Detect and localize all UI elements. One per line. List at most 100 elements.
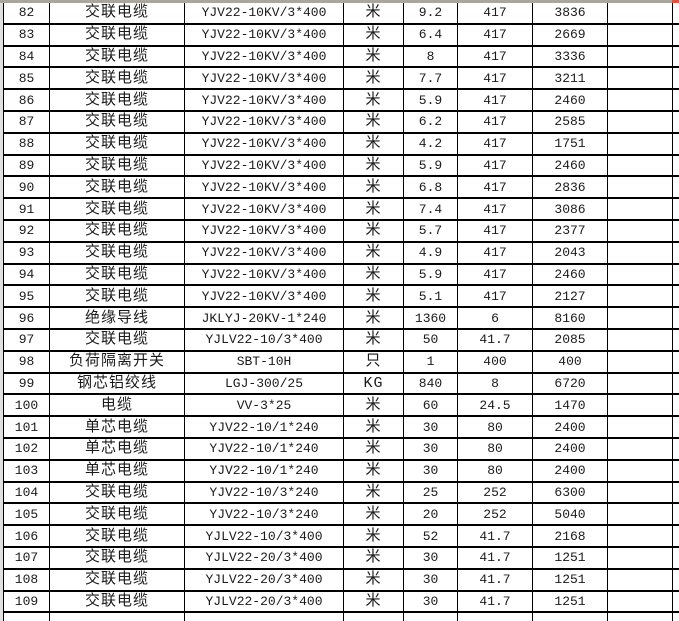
cell-unit: 米 (344, 504, 404, 527)
cell-total: 5040 (533, 504, 608, 527)
cell-unit-price: 417 (458, 220, 533, 243)
cell-unit: 米 (344, 547, 404, 570)
cell-blank (608, 46, 673, 69)
cell-spec: YJV22-10KV/3*400 (185, 264, 344, 287)
cell-unit: 米 (344, 90, 404, 112)
cell-cutoff (673, 134, 679, 156)
cell-name: 交联电缆 (50, 68, 185, 91)
cell-blank (608, 329, 673, 352)
cell-cutoff (673, 374, 679, 396)
cell-unit-price: 252 (458, 504, 533, 527)
table-row: 90 交联电缆 YJV22-10KV/3*400 米 6.8 417 2836 (4, 177, 679, 200)
cell-blank (608, 111, 673, 134)
cell-unit: 米 (344, 395, 404, 418)
cell-unit: 米 (344, 220, 404, 243)
cell-name: 交联电缆 (50, 199, 185, 221)
cell-seq: 82 (4, 3, 50, 25)
cell-spec: YJV22-10KV/3*400 (185, 3, 344, 25)
cell-seq: 96 (4, 308, 50, 330)
table-row: 96 绝缘导线 JKLYJ-20KV-1*240 米 1360 6 8160 (4, 308, 679, 330)
cell-spec: YJV22-10/1*240 (185, 417, 344, 439)
cell-total: 2168 (533, 526, 608, 548)
cell-unit: 米 (344, 308, 404, 330)
cell-blank (608, 351, 673, 374)
cell-spec: VV-3*25 (185, 395, 344, 418)
cell-name: 交联电缆 (50, 3, 185, 25)
cell-total: 2585 (533, 111, 608, 134)
cell-unit-price: 6 (458, 308, 533, 330)
cell-qty: 6.4 (404, 24, 458, 47)
table-row: 83 交联电缆 YJV22-10KV/3*400 米 6.4 417 2669 (4, 24, 679, 47)
cell-seq: 101 (4, 417, 50, 439)
cell-spec: LGJ-300/25 (185, 373, 344, 396)
cell-seq: 93 (4, 242, 50, 265)
cell-unit: 米 (344, 438, 404, 461)
cell-unit-price: 8 (458, 373, 533, 396)
cell-qty: 30 (404, 547, 458, 570)
cell-seq: 90 (4, 177, 50, 200)
table: 82 交联电缆 YJV22-10KV/3*400 米 9.2 417 3836 83 交联电缆 Y… (3, 3, 679, 621)
cell-seq: 105 (4, 504, 50, 527)
cell-total: 6300 (533, 482, 608, 505)
table-row: 109 交联电缆 YJLV22-20/3*400 米 30 41.7 1251 (4, 591, 679, 614)
cell-total: 2085 (533, 329, 608, 352)
cell-name: 交联电缆 (50, 242, 185, 265)
cell-unit-price: 400 (458, 351, 533, 374)
cell-cutoff (673, 47, 679, 69)
cell-cutoff (673, 308, 679, 330)
cell-total: 2400 (533, 438, 608, 461)
cell-unit: 米 (344, 329, 404, 352)
cell-name (50, 613, 185, 621)
cell-total: 1251 (533, 591, 608, 614)
cell-blank (608, 3, 673, 25)
table-row: 102 单芯电缆 YJV22-10/1*240 米 30 80 2400 (4, 438, 679, 461)
cell-seq: 108 (4, 569, 50, 592)
cell-unit-price: 417 (458, 264, 533, 287)
cell-cutoff (673, 286, 679, 309)
left-edge-sliver (0, 3, 3, 621)
cell-seq: 100 (4, 395, 50, 418)
cell-cutoff (673, 395, 679, 418)
cell-spec: YJV22-10KV/3*400 (185, 24, 344, 47)
cell-name: 钢芯铝绞线 (50, 373, 185, 396)
cell-name: 交联电缆 (50, 526, 185, 548)
table-row: 93 交联电缆 YJV22-10KV/3*400 米 4.9 417 2043 (4, 242, 679, 265)
cell-spec: YJV22-10/3*240 (185, 504, 344, 527)
cell-unit: 米 (344, 526, 404, 548)
cell-cutoff (673, 526, 679, 548)
cell-unit: 米 (344, 111, 404, 134)
cell-name: 交联电缆 (50, 482, 185, 505)
cell-blank (608, 460, 673, 483)
cell-unit-price: 41.7 (458, 547, 533, 570)
cell-name: 交联电缆 (50, 329, 185, 352)
cell-seq: 85 (4, 68, 50, 91)
cut-off-gray-row-strip (0, 0, 672, 3)
cell-qty: 50 (404, 329, 458, 352)
cell-cutoff (673, 439, 679, 461)
cell-name: 电缆 (50, 395, 185, 418)
cell-seq: 99 (4, 373, 50, 396)
cell-seq: 106 (4, 526, 50, 548)
cell-seq (4, 613, 50, 621)
table-row: 85 交联电缆 YJV22-10KV/3*400 米 7.7 417 3211 (4, 68, 679, 91)
cell-blank (608, 264, 673, 287)
cell-spec: YJV22-10KV/3*400 (185, 220, 344, 243)
cell-unit-price: 417 (458, 286, 533, 309)
cell-qty: 52 (404, 526, 458, 548)
cell-total: 3211 (533, 68, 608, 91)
cell-unit: 米 (344, 177, 404, 200)
cell-cutoff (673, 265, 679, 287)
cell-cutoff (673, 352, 679, 374)
table-row: 82 交联电缆 YJV22-10KV/3*400 米 9.2 417 3836 (4, 3, 679, 25)
cell-blank (608, 591, 673, 614)
cell-blank (608, 438, 673, 461)
cell-name: 绝缘导线 (50, 308, 185, 330)
cell-spec: JKLYJ-20KV-1*240 (185, 308, 344, 330)
table-row: 105 交联电缆 YJV22-10/3*240 米 20 252 5040 (4, 504, 679, 527)
cell-unit: 米 (344, 264, 404, 287)
cell-qty: 30 (404, 438, 458, 461)
cell-unit-price: 41.7 (458, 591, 533, 614)
cell-spec: YJV22-10KV/3*400 (185, 177, 344, 200)
cell-qty: 5.9 (404, 264, 458, 287)
cell-name: 交联电缆 (50, 46, 185, 69)
